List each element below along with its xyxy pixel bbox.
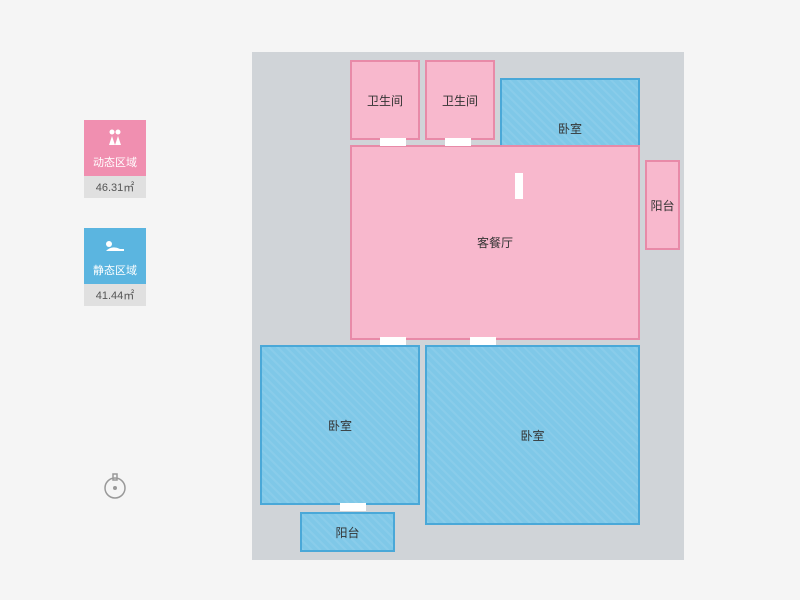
room-label-bed_right: 卧室 — [520, 427, 544, 444]
legend-panel: 动态区域 46.31㎡ 静态区域 41.44㎡ — [80, 120, 150, 336]
door-opening-0 — [380, 138, 406, 146]
room-balcony2: 阳台 — [300, 512, 395, 552]
room-balcony1: 阳台 — [645, 160, 680, 250]
floorplan: 卫生间卫生间卧室阳台客餐厅卧室卧室阳台 — [240, 50, 690, 570]
room-bath1: 卫生间 — [350, 60, 420, 140]
legend-value-dynamic: 46.31㎡ — [84, 176, 146, 198]
legend-label-dynamic: 动态区域 — [93, 154, 137, 170]
legend-item-static: 静态区域 41.44㎡ — [80, 228, 150, 306]
room-bath2: 卫生间 — [425, 60, 495, 140]
room-bed_left: 卧室 — [260, 345, 420, 505]
room-label-bed_top: 卧室 — [558, 120, 582, 137]
people-icon — [105, 129, 125, 150]
door-opening-5 — [340, 503, 366, 511]
rest-icon — [104, 237, 126, 258]
room-label-bath2: 卫生间 — [442, 92, 478, 109]
legend-box-dynamic: 动态区域 — [84, 120, 146, 176]
door-opening-4 — [470, 337, 496, 345]
door-opening-1 — [445, 138, 471, 146]
room-label-living: 客餐厅 — [477, 234, 513, 251]
room-living: 客餐厅 — [350, 145, 640, 340]
room-label-balcony1: 阳台 — [650, 197, 674, 214]
room-bed_right: 卧室 — [425, 345, 640, 525]
room-label-balcony2: 阳台 — [335, 524, 359, 541]
room-label-bed_left: 卧室 — [328, 417, 352, 434]
door-opening-2 — [515, 173, 523, 199]
legend-label-static: 静态区域 — [93, 262, 137, 278]
legend-box-static: 静态区域 — [84, 228, 146, 284]
room-label-bath1: 卫生间 — [367, 92, 403, 109]
compass-icon — [100, 470, 130, 500]
legend-value-static: 41.44㎡ — [84, 284, 146, 306]
door-opening-3 — [380, 337, 406, 345]
legend-item-dynamic: 动态区域 46.31㎡ — [80, 120, 150, 198]
